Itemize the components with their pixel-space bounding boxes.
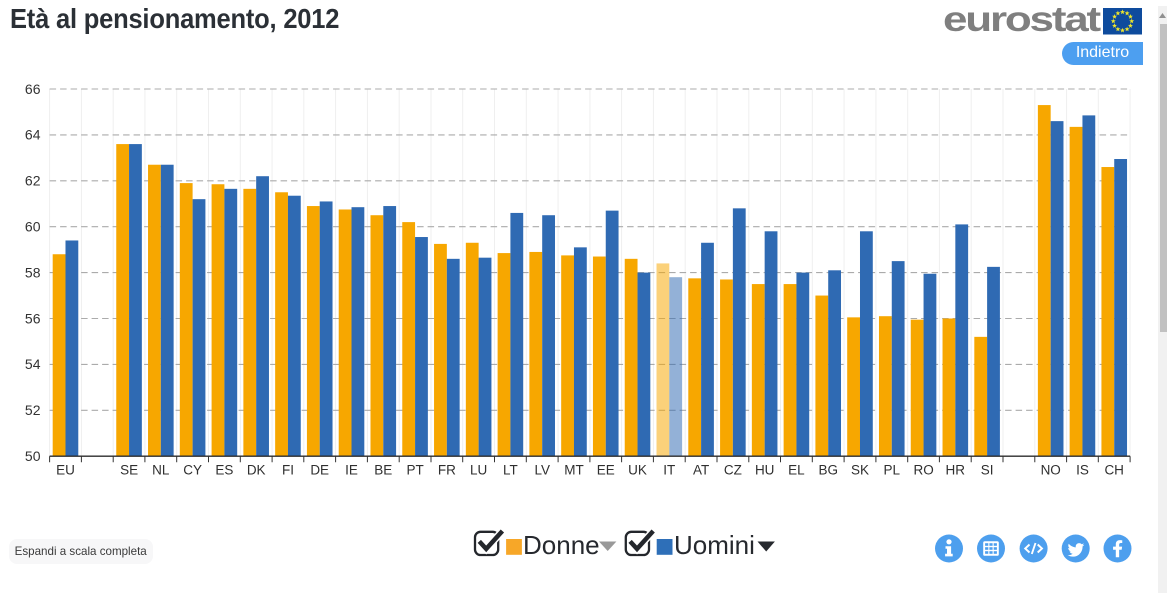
svg-text:SE: SE bbox=[120, 463, 138, 478]
svg-text:UK: UK bbox=[628, 463, 647, 478]
svg-text:CZ: CZ bbox=[724, 463, 742, 478]
svg-text:SI: SI bbox=[981, 463, 994, 478]
svg-text:LU: LU bbox=[470, 463, 487, 478]
svg-text:EU: EU bbox=[56, 463, 75, 478]
svg-text:CH: CH bbox=[1104, 463, 1124, 478]
svg-text:Donne: Donne bbox=[523, 530, 600, 560]
svg-text:FR: FR bbox=[438, 463, 456, 478]
svg-text:IS: IS bbox=[1076, 463, 1089, 478]
svg-text:54: 54 bbox=[25, 356, 41, 372]
svg-text:PL: PL bbox=[884, 463, 901, 478]
svg-text:LT: LT bbox=[503, 463, 518, 478]
svg-text:EL: EL bbox=[788, 463, 805, 478]
svg-text:NO: NO bbox=[1041, 463, 1061, 478]
svg-text:PT: PT bbox=[406, 463, 423, 478]
svg-text:EE: EE bbox=[597, 463, 615, 478]
svg-text:52: 52 bbox=[25, 402, 41, 418]
svg-text:SK: SK bbox=[851, 463, 869, 478]
svg-text:RO: RO bbox=[913, 463, 933, 478]
svg-text:BE: BE bbox=[374, 463, 392, 478]
svg-text:NL: NL bbox=[152, 463, 170, 478]
svg-text:64: 64 bbox=[25, 127, 41, 143]
svg-text:BG: BG bbox=[818, 463, 838, 478]
svg-text:DE: DE bbox=[310, 463, 329, 478]
svg-text:50: 50 bbox=[25, 448, 41, 464]
svg-text:Uomini: Uomini bbox=[674, 530, 755, 560]
svg-text:MT: MT bbox=[564, 463, 584, 478]
svg-text:FI: FI bbox=[282, 463, 294, 478]
svg-text:60: 60 bbox=[25, 219, 41, 235]
svg-text:62: 62 bbox=[25, 173, 41, 189]
svg-text:HU: HU bbox=[755, 463, 775, 478]
svg-text:58: 58 bbox=[25, 264, 41, 280]
svg-text:66: 66 bbox=[25, 81, 41, 97]
svg-text:DK: DK bbox=[247, 463, 266, 478]
svg-text:CY: CY bbox=[183, 463, 202, 478]
svg-text:LV: LV bbox=[534, 463, 550, 478]
svg-text:IT: IT bbox=[663, 463, 675, 478]
svg-text:56: 56 bbox=[25, 310, 41, 326]
svg-text:HR: HR bbox=[946, 463, 966, 478]
svg-text:IE: IE bbox=[345, 463, 358, 478]
svg-text:AT: AT bbox=[693, 463, 709, 478]
svg-text:ES: ES bbox=[215, 463, 233, 478]
